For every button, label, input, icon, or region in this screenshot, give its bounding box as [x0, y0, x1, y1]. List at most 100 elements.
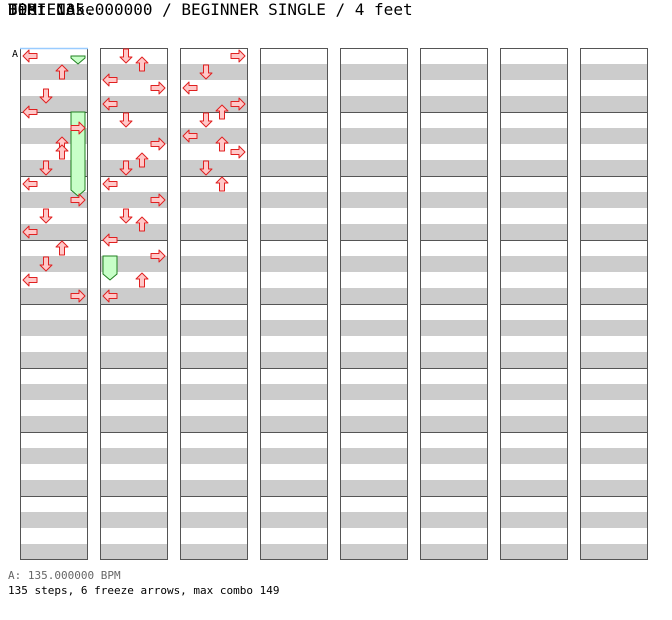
- beat-band: [500, 208, 568, 224]
- beat-band: [580, 96, 648, 112]
- beat-band: [340, 416, 408, 432]
- beat-band: [500, 272, 568, 288]
- beat-band: [180, 448, 248, 464]
- beat-band: [420, 96, 488, 112]
- beat-band: [500, 96, 568, 112]
- beat-band: [20, 544, 88, 560]
- beat-band: [180, 544, 248, 560]
- beat-band: [180, 336, 248, 352]
- beat-band: [180, 464, 248, 480]
- step-arrow-right: [150, 249, 166, 263]
- beat-band: [180, 192, 248, 208]
- beat-band: [420, 384, 488, 400]
- beat-band: [420, 480, 488, 496]
- step-arrow-right: [230, 97, 246, 111]
- beat-band: [340, 240, 408, 256]
- column-border: [500, 48, 568, 560]
- beat-band: [180, 352, 248, 368]
- step-arrow-left: [102, 97, 118, 111]
- beat-band: [180, 528, 248, 544]
- beat-band: [420, 464, 488, 480]
- beat-band: [180, 64, 248, 80]
- beat-band: [580, 80, 648, 96]
- beat-band: [180, 432, 248, 448]
- beat-band: [100, 64, 168, 80]
- column-border: [420, 48, 488, 560]
- beat-band: [20, 480, 88, 496]
- step-arrow-left: [22, 105, 38, 119]
- beat-band: [180, 512, 248, 528]
- beat-band: [180, 160, 248, 176]
- step-arrow-left: [22, 49, 38, 63]
- beat-band: [180, 240, 248, 256]
- column-border: [580, 48, 648, 560]
- chart-column: [100, 48, 168, 560]
- beat-band: [180, 304, 248, 320]
- column-border: [260, 48, 328, 560]
- beat-band: [580, 64, 648, 80]
- chart-column: [580, 48, 648, 560]
- beat-band: [20, 80, 88, 96]
- beat-band: [340, 464, 408, 480]
- beat-band: [100, 352, 168, 368]
- beat-band: [420, 208, 488, 224]
- step-arrow-up: [215, 176, 229, 192]
- beat-band: [500, 384, 568, 400]
- step-arrow-up: [135, 56, 149, 72]
- beat-band: [340, 112, 408, 128]
- beat-band: [20, 528, 88, 544]
- beat-band: [340, 496, 408, 512]
- beat-band: [500, 128, 568, 144]
- beat-band: [500, 352, 568, 368]
- beat-band: [20, 224, 88, 240]
- step-arrow-left: [102, 73, 118, 87]
- beat-band: [260, 128, 328, 144]
- beat-band: [500, 496, 568, 512]
- beat-band: [20, 368, 88, 384]
- beat-band: [100, 512, 168, 528]
- beat-band: [420, 240, 488, 256]
- beat-band: [420, 336, 488, 352]
- beat-band: [340, 288, 408, 304]
- step-arrow-up: [55, 64, 69, 80]
- beat-band: [100, 192, 168, 208]
- beat-band: [180, 208, 248, 224]
- beat-band: [260, 416, 328, 432]
- beat-band: [580, 176, 648, 192]
- chart-stats: 135 steps, 6 freeze arrows, max combo 14…: [8, 584, 280, 597]
- beat-band: [20, 48, 88, 64]
- beat-band: [100, 432, 168, 448]
- column-border: [340, 48, 408, 560]
- step-arrow-down: [199, 64, 213, 80]
- beat-band: [500, 400, 568, 416]
- beat-band: [180, 480, 248, 496]
- beat-band: [180, 144, 248, 160]
- beat-band: [20, 208, 88, 224]
- beat-band: [340, 96, 408, 112]
- beat-band: [420, 256, 488, 272]
- freeze-arrow: [102, 255, 118, 281]
- beat-band: [260, 432, 328, 448]
- beat-band: [100, 144, 168, 160]
- beat-band: [500, 544, 568, 560]
- beat-band: [420, 544, 488, 560]
- step-arrow-right: [230, 49, 246, 63]
- beat-band: [260, 144, 328, 160]
- step-arrow-down: [39, 256, 53, 272]
- beat-band: [260, 448, 328, 464]
- beat-band: [260, 176, 328, 192]
- step-arrow-down: [119, 112, 133, 128]
- chart-column: [340, 48, 408, 560]
- step-arrow-up: [135, 272, 149, 288]
- beat-band: [500, 224, 568, 240]
- beat-band: [100, 480, 168, 496]
- beat-band: [180, 128, 248, 144]
- beat-band: [420, 352, 488, 368]
- beat-band: [420, 528, 488, 544]
- beat-band: [260, 288, 328, 304]
- beat-band: [260, 496, 328, 512]
- beat-band: [500, 512, 568, 528]
- beat-band: [580, 368, 648, 384]
- beat-band: [500, 480, 568, 496]
- beat-band: [340, 432, 408, 448]
